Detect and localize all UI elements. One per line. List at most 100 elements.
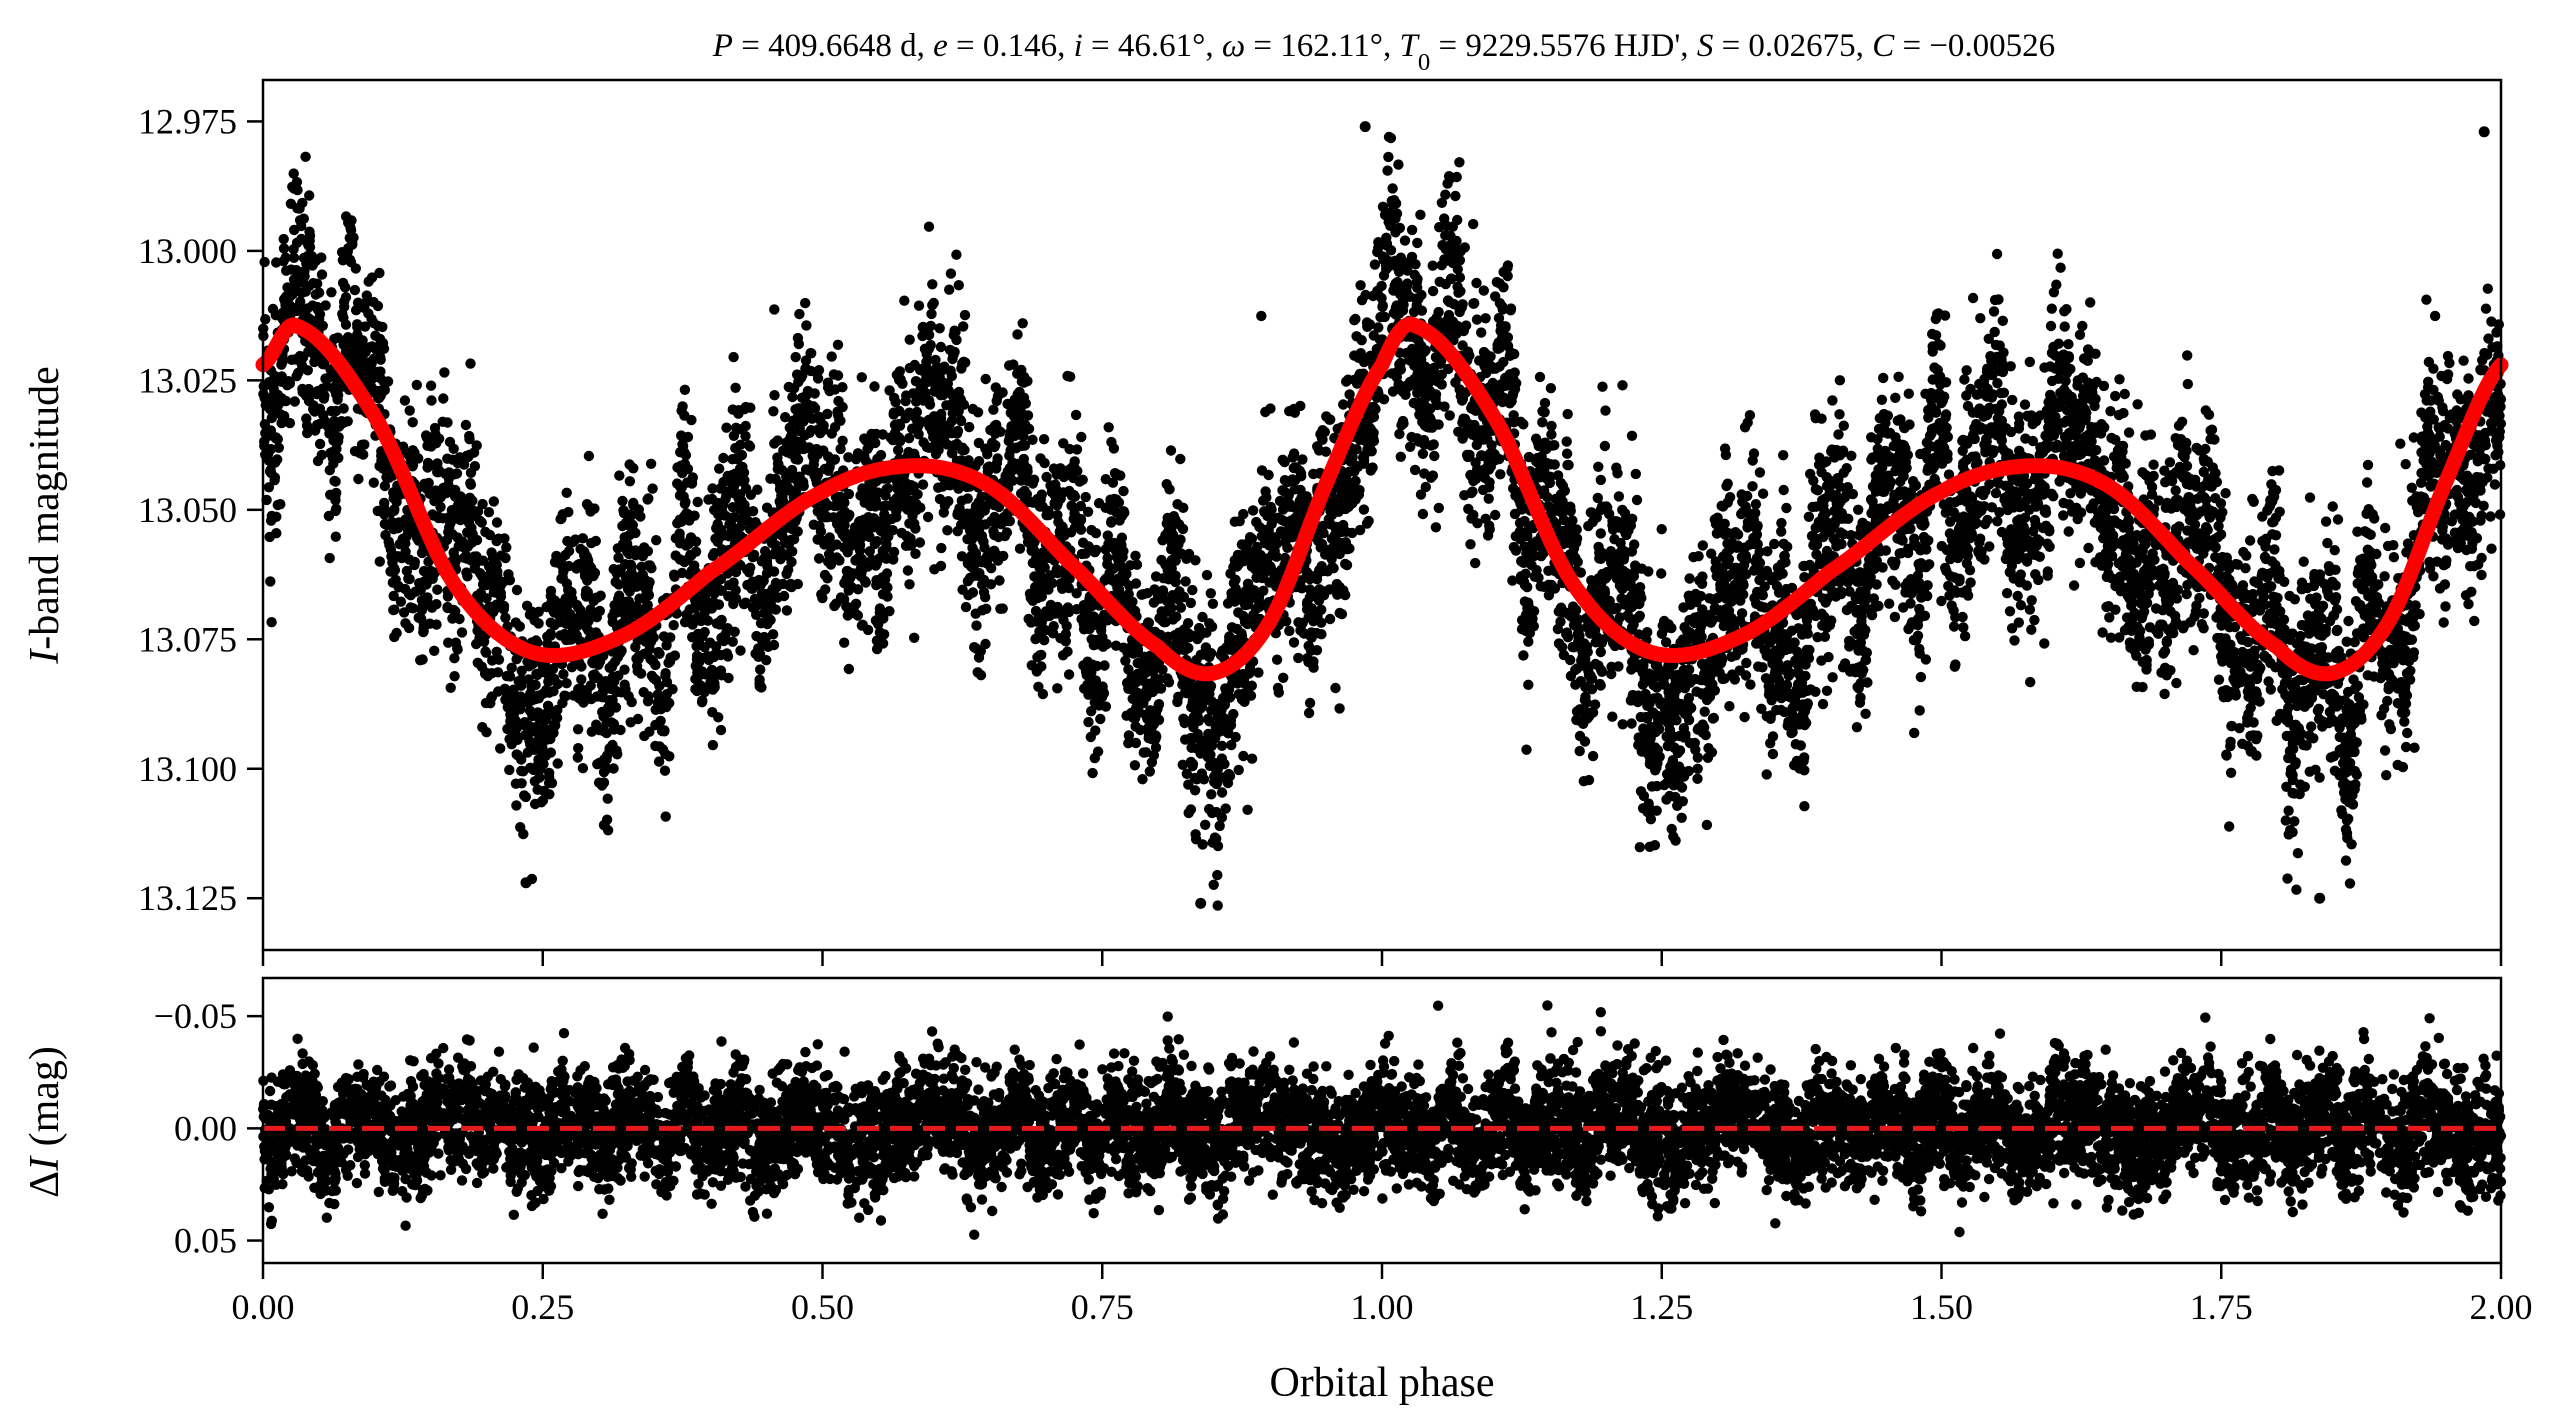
observation-point xyxy=(2476,569,2487,581)
observation-point xyxy=(2188,645,2199,656)
observation-point xyxy=(1478,285,1490,296)
observation-point xyxy=(869,381,880,392)
observation-point xyxy=(2346,702,2357,713)
observation-point xyxy=(2327,501,2338,512)
observation-point xyxy=(643,493,654,504)
observation-point xyxy=(552,758,563,769)
observation-point xyxy=(1393,159,1404,170)
observation-point xyxy=(1834,409,1845,420)
observation-point xyxy=(2026,595,2037,606)
observation-point xyxy=(1741,657,1752,669)
observation-point xyxy=(1207,598,1219,609)
observation-point xyxy=(1490,291,1501,302)
observation-point xyxy=(832,339,844,350)
observation-point xyxy=(1833,429,1844,440)
observation-point xyxy=(2343,615,2354,627)
observation-point xyxy=(1037,688,1049,700)
observation-point xyxy=(1417,508,1429,520)
observation-point xyxy=(714,463,725,474)
observation-point xyxy=(2110,390,2121,402)
observation-point xyxy=(425,380,437,391)
observation-point xyxy=(1508,417,1520,428)
observation-point xyxy=(2383,684,2394,695)
observation-point xyxy=(1120,655,1131,666)
observation-point xyxy=(813,553,825,564)
observation-point xyxy=(646,563,657,574)
observation-point xyxy=(2213,674,2225,685)
observation-point xyxy=(1510,531,1522,542)
observation-point xyxy=(878,501,889,513)
observation-point xyxy=(1409,373,1420,385)
observation-point xyxy=(1355,280,1366,291)
observation-point xyxy=(1277,454,1288,465)
observation-point xyxy=(2215,529,2227,540)
observation-point xyxy=(1518,419,1529,430)
observation-point xyxy=(1656,568,1667,579)
observation-point xyxy=(1914,705,1925,716)
observation-point xyxy=(1959,374,1970,385)
observation-point xyxy=(923,221,935,232)
observation-point xyxy=(614,590,625,601)
observation-point xyxy=(2380,522,2391,534)
observation-point xyxy=(1965,383,1976,395)
observation-point xyxy=(577,763,589,774)
observation-point xyxy=(1175,453,1186,465)
observation-point xyxy=(971,643,982,654)
observation-point xyxy=(952,425,964,437)
observation-point xyxy=(1617,504,1628,516)
observation-point xyxy=(843,663,855,675)
observation-point xyxy=(2444,357,2455,369)
observation-point xyxy=(2340,855,2352,866)
observation-point xyxy=(1103,422,1114,433)
observation-point xyxy=(1701,819,1713,831)
observation-point xyxy=(715,615,726,626)
observation-point xyxy=(1382,165,1393,176)
observation-point xyxy=(1729,674,1741,685)
observation-point xyxy=(1750,499,1762,510)
observation-point xyxy=(1660,637,1672,648)
observation-point xyxy=(794,308,805,320)
observation-point xyxy=(1799,801,1810,812)
observation-point xyxy=(1574,745,1585,757)
observation-point xyxy=(2486,316,2497,327)
observation-point xyxy=(1587,750,1599,762)
observation-point xyxy=(439,367,450,378)
observation-point xyxy=(646,670,658,681)
observation-point xyxy=(1205,588,1217,599)
observation-point xyxy=(576,674,587,685)
observation-point xyxy=(1670,791,1681,803)
observation-point xyxy=(399,395,411,406)
observation-point xyxy=(1087,767,1098,779)
observation-point xyxy=(1827,395,1838,406)
observation-point xyxy=(1778,450,1789,461)
observation-point xyxy=(278,243,290,254)
observation-point xyxy=(1395,451,1407,462)
observation-point xyxy=(1992,516,2003,527)
observation-point xyxy=(865,500,876,512)
observation-point xyxy=(1123,738,1134,749)
observation-point xyxy=(1130,550,1141,561)
observation-point xyxy=(768,406,779,417)
observation-point xyxy=(1012,329,1023,340)
observation-point xyxy=(1034,650,1046,661)
observation-point xyxy=(2362,459,2374,471)
observation-point xyxy=(2119,388,2130,400)
observation-point xyxy=(2205,434,2216,445)
observation-point xyxy=(1035,571,1047,582)
observation-point xyxy=(1415,209,1426,220)
observation-point xyxy=(2019,399,2031,410)
observation-point xyxy=(959,309,971,321)
observation-point xyxy=(735,645,746,656)
observation-point xyxy=(432,584,443,595)
observation-point xyxy=(675,447,686,458)
observation-point xyxy=(972,667,983,678)
observation-point xyxy=(935,341,947,353)
observation-point xyxy=(614,470,625,481)
observation-point xyxy=(476,517,487,528)
observation-point xyxy=(2045,320,2057,332)
observation-point xyxy=(1699,706,1710,717)
observation-point xyxy=(511,749,522,760)
observation-point xyxy=(266,617,277,628)
observation-point xyxy=(1183,642,1194,654)
observation-point xyxy=(1552,623,1564,635)
